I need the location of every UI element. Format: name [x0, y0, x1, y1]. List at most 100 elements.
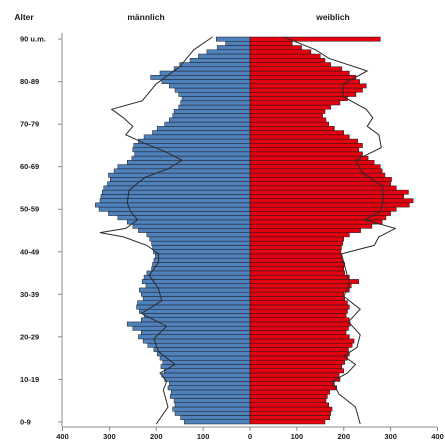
female-bar-age-49	[249, 211, 391, 216]
male-bar-age-87	[206, 49, 251, 55]
male-bar-age-14	[162, 359, 251, 365]
male-bar-age-83	[173, 66, 251, 72]
male-bar-age-9	[169, 381, 251, 386]
female-bar-age-86	[249, 53, 321, 59]
male-bar-age-6	[170, 393, 251, 399]
male-bar-age-66	[138, 138, 251, 144]
male-bar-age-80	[161, 79, 251, 85]
male-header: männlich	[127, 12, 164, 22]
value-tick-label: 300	[384, 432, 397, 441]
female-bar-age-9	[249, 381, 335, 386]
female-bar-age-30	[249, 291, 344, 297]
female-bar-age-5	[249, 398, 327, 403]
male-bar-age-36	[151, 266, 251, 272]
male-bar-age-50	[98, 206, 251, 212]
male-bar-age-49	[108, 211, 251, 216]
male-bar-age-41	[152, 245, 251, 250]
male-bar-age-89	[225, 41, 251, 46]
male-bar-age-52	[99, 198, 251, 204]
female-bar-age-36	[249, 266, 344, 272]
male-bar-age-29	[142, 296, 251, 301]
male-bar-age-8	[167, 385, 251, 391]
male-bar-age-4	[174, 402, 251, 408]
male-bar-age-51	[95, 202, 251, 208]
female-bar-age-34	[249, 274, 350, 280]
female-bar-age-89	[249, 41, 293, 46]
female-bar-age-42	[249, 240, 344, 246]
female-bar-age-32	[249, 283, 352, 289]
male-bar-age-33	[141, 279, 251, 284]
female-bar-age-17	[249, 347, 349, 352]
outline-lines	[99, 36, 397, 425]
female-bars	[249, 36, 414, 425]
female-bar-age-4	[249, 402, 329, 408]
female-bar-age-46	[249, 223, 373, 229]
female-bar-age-84	[249, 62, 331, 68]
age-tick-label: 0-9	[20, 417, 31, 426]
female-bar-age-66	[249, 138, 359, 144]
female-bar-age-76	[249, 96, 348, 102]
male-bar-age-1	[180, 415, 251, 420]
male-bar-age-69	[156, 126, 251, 131]
female-bar-age-8	[249, 385, 337, 391]
female-bar-age-28	[249, 300, 348, 306]
male-bar-age-23	[126, 321, 251, 327]
male-bar-age-30	[141, 291, 251, 297]
female-bar-age-51	[249, 202, 410, 208]
male-bar-age-7	[171, 389, 251, 395]
male-bar-age-61	[126, 160, 251, 165]
female-bar-age-74	[249, 104, 331, 110]
value-tick-label: 0	[248, 432, 252, 441]
male-bar-age-73	[173, 109, 251, 114]
male-bar-age-45	[138, 228, 251, 233]
female-bar-age-12	[249, 368, 344, 374]
age-tick-label: 70-79	[20, 120, 39, 129]
male-bar-age-74	[178, 104, 251, 110]
female-bar-age-87	[249, 49, 312, 55]
female-bar-age-78	[249, 87, 363, 93]
female-bar-age-26	[249, 308, 348, 314]
male-bar-age-71	[169, 117, 251, 123]
female-bar-age-14	[249, 359, 345, 365]
female-bar-age-41	[249, 245, 342, 250]
male-bar-age-12	[163, 368, 251, 374]
female-bar-age-37	[249, 262, 345, 267]
female-bar-age-52	[249, 198, 414, 204]
female-bar-age-13	[249, 364, 343, 369]
female-bar-age-69	[249, 126, 335, 131]
male-bar-age-37	[152, 262, 251, 267]
female-bar-age-53	[249, 194, 404, 199]
female-bar-age-85	[249, 58, 326, 63]
female-bar-age-68	[249, 130, 344, 136]
male-bar-age-44	[146, 232, 251, 238]
male-bar-age-3	[172, 406, 251, 412]
male-bar-age-5	[173, 398, 251, 403]
age-tick-label: 10-19	[20, 375, 39, 384]
male-bar-age-58	[108, 172, 251, 178]
female-bar-age-25	[249, 313, 347, 318]
female-bar-age-22	[249, 325, 349, 331]
male-bar-age-35	[146, 270, 251, 276]
male-bar-age-25	[143, 313, 251, 318]
value-tick-label: 100	[291, 432, 304, 441]
female-bar-age-50	[249, 206, 397, 212]
male-bar-age-79	[169, 83, 251, 89]
female-bar-age-60	[249, 164, 381, 170]
age-axis-header: Alter	[14, 12, 34, 22]
value-tick-label: 200	[337, 432, 350, 441]
male-bar-age-65	[133, 143, 251, 148]
male-bar-age-40	[153, 249, 251, 255]
female-bar-age-19	[249, 338, 355, 344]
value-tick-label: 200	[150, 432, 163, 441]
female-bar-age-35	[249, 270, 345, 276]
female-bar-age-11	[249, 372, 340, 378]
male-outline-line	[99, 36, 213, 425]
male-bar-age-34	[143, 274, 251, 280]
male-bar-age-59	[113, 168, 251, 174]
male-bar-age-38	[153, 257, 251, 263]
value-tick-label: 100	[197, 432, 210, 441]
female-bar-age-81	[249, 75, 357, 80]
female-bar-age-55	[249, 185, 397, 191]
female-bar-age-18	[249, 342, 353, 348]
male-bar-age-75	[180, 100, 251, 106]
